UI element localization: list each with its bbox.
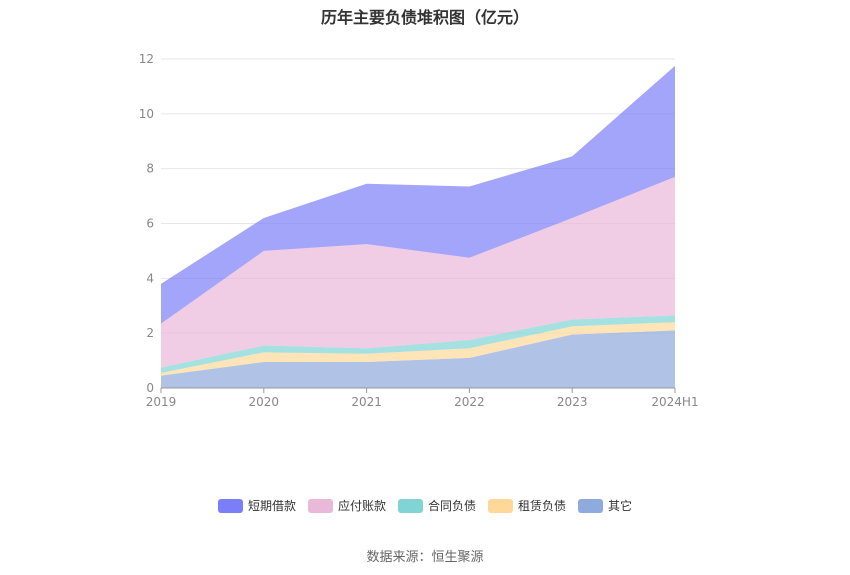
y-tick-label: 8 — [146, 162, 154, 176]
series-area-1 — [161, 322, 675, 376]
data-source: 数据来源：恒生聚源 — [366, 550, 484, 565]
legend-swatch — [397, 498, 423, 513]
x-tick-label: 2019 — [146, 395, 177, 409]
legend-item[interactable]: 合同负债 — [397, 497, 476, 514]
y-tick-label: 4 — [146, 271, 154, 285]
x-tick-label: 2023 — [557, 395, 588, 409]
x-tick-label: 2021 — [351, 395, 382, 409]
y-tick-label: 12 — [139, 52, 154, 66]
legend-label: 短期借款 — [247, 499, 296, 513]
x-tick-label: 2024H1 — [651, 395, 698, 409]
x-tick-label: 2020 — [249, 395, 280, 409]
legend-swatch — [307, 498, 333, 513]
legend-label: 合同负债 — [427, 499, 476, 513]
y-tick-label: 0 — [146, 381, 154, 395]
chart-title: 历年主要负债堆积图（亿元） — [320, 8, 529, 27]
series-area-4 — [161, 65, 675, 324]
y-tick-label: 2 — [146, 326, 154, 340]
legend-label: 应付账款 — [337, 499, 386, 513]
legend-label: 其它 — [608, 499, 633, 513]
y-tick-label: 10 — [139, 107, 154, 121]
legend-label: 租赁负债 — [518, 499, 567, 513]
legend-item[interactable]: 短期借款 — [217, 497, 296, 514]
legend-swatch — [578, 498, 604, 513]
chart-legend: 短期借款 应付账款 合同负债 租赁负债 其它 — [0, 497, 850, 514]
series-area-0 — [161, 330, 675, 388]
series-area-3 — [161, 176, 675, 368]
legend-item[interactable]: 租赁负债 — [488, 497, 566, 514]
legend-item[interactable]: 其它 — [578, 497, 632, 514]
legend-swatch — [217, 498, 243, 513]
legend-item[interactable]: 应付账款 — [307, 497, 386, 514]
legend-swatch — [488, 498, 513, 513]
y-tick-label: 6 — [146, 217, 154, 231]
x-tick-label: 2022 — [454, 395, 485, 409]
